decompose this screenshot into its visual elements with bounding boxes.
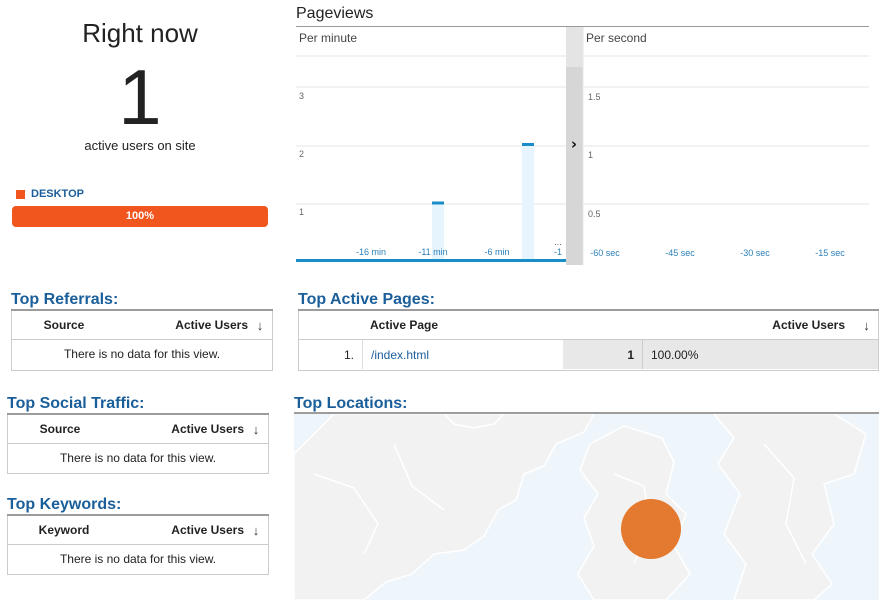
per-minute-panel: Per minute 3 2 1 -16 min -11 min -6 min … [296,31,566,262]
per-minute-bars [432,143,534,260]
pageview-bar-cap [432,201,444,205]
per-minute-label: Per minute [299,31,357,45]
device-share-fill [12,206,268,227]
top-keywords-title: Top Keywords: [7,496,122,513]
y-tick-label: 1 [299,207,304,217]
table-row[interactable]: 1. /index.html 1 100.00% [299,340,878,369]
top-locations-title: Top Locations: [294,395,408,412]
x-tick-label: -1 [554,247,562,257]
region-borders [313,443,807,565]
x-tick-label: -15 sec [815,248,845,258]
top-keywords-table: Keyword Active Users ↓ There is no data … [7,516,269,575]
col-active-users-header[interactable]: Active Users [171,523,244,537]
top-social-table: Source Active Users ↓ There is no data f… [7,415,269,474]
row-users-count: 1 [563,340,643,369]
table-header: Keyword Active Users ↓ [8,516,268,545]
pageviews-chart: Per minute 3 2 1 -16 min -11 min -6 min … [296,27,869,265]
top-keywords-rule [7,514,269,516]
row-rank: 1. [299,340,363,369]
empty-message: There is no data for this view. [59,451,217,465]
sort-arrow-icon[interactable]: ↓ [863,317,870,333]
sort-arrow-icon[interactable]: ↓ [252,522,260,538]
col-active-users-header[interactable]: Active Users [772,318,845,332]
per-second-label: Per second [586,31,647,45]
top-social-title: Top Social Traffic: [7,395,145,412]
x-tick-label: -60 sec [590,248,620,258]
top-referrals-rule [11,309,273,311]
col-keyword-header[interactable]: Keyword [38,523,90,537]
x-tick-label: -16 min [356,247,386,257]
chart-toggle-handle[interactable]: › [566,27,583,265]
chevron-right-icon: › [571,135,577,153]
x-tick-ellipsis: ... [554,237,562,247]
y-tick-label: 1.5 [588,92,601,102]
x-tick-label: -6 min [484,247,509,257]
active-users-label: active users on site [84,138,196,153]
y-tick-label: 2 [299,149,304,159]
locations-map[interactable] [294,414,879,600]
y-tick-label: 0.5 [588,209,601,219]
pageviews-divider [296,26,869,27]
pageview-bar-cap [522,143,534,146]
table-header: Active Page Active Users ↓ [299,311,878,340]
y-tick-label: 1 [588,150,593,160]
table-header: Source Active Users ↓ [8,415,268,444]
per-second-panel: Per second 1.5 1 0.5 -60 sec -45 sec -30… [582,27,869,265]
top-active-pages-rule [298,309,879,311]
col-active-page-header[interactable]: Active Page [370,318,439,332]
map-graphic [294,414,867,600]
pageview-bar[interactable] [432,201,444,261]
col-source-header[interactable]: Source [39,422,81,436]
device-legend-label: DESKTOP [31,188,84,200]
top-referrals-title: Top Referrals: [11,291,119,308]
x-tick-label: -30 sec [740,248,770,258]
sort-arrow-icon[interactable]: ↓ [256,317,264,333]
top-active-pages-title: Top Active Pages: [298,291,435,308]
device-color-swatch [16,189,25,199]
top-referrals-table: Source Active Users ↓ There is no data f… [11,311,273,371]
x-tick-label: -11 min [418,247,447,257]
device-legend[interactable]: DESKTOP [16,188,84,200]
table-header: Source Active Users ↓ [12,311,272,340]
per-minute-baseline [296,259,566,262]
device-share-percent: 100% [125,210,155,222]
top-social-rule [7,413,269,415]
col-active-users-header[interactable]: Active Users [175,318,248,332]
active-users-count: 1 [118,53,162,141]
x-tick-label: -45 sec [665,248,695,258]
y-tick-label: 3 [299,91,304,101]
top-locations-rule [294,412,879,414]
location-marker[interactable] [621,499,681,559]
col-active-users-header[interactable]: Active Users [171,422,244,436]
device-share-bar: 100% [12,206,268,227]
row-users-percent: 100.00% [643,340,878,369]
land-mass [442,414,506,429]
land-mass [713,414,867,600]
top-active-pages-table: Active Page Active Users ↓ 1. /index.htm… [298,311,879,371]
right-now-title: Right now [82,18,198,48]
empty-message: There is no data for this view. [63,347,221,361]
land-mass [294,414,595,600]
pageviews-title: Pageviews [296,5,374,22]
col-source-header[interactable]: Source [43,318,85,332]
row-page-link[interactable]: /index.html [371,347,430,362]
empty-message: There is no data for this view. [59,552,217,566]
sort-arrow-icon[interactable]: ↓ [252,421,260,437]
pageview-bar[interactable] [522,143,534,260]
